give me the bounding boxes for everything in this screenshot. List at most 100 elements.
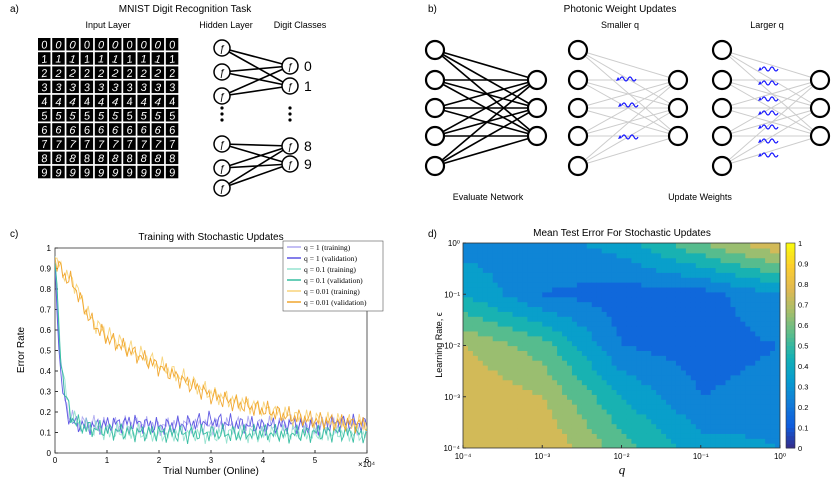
colorbar-tick-label: 0.6	[798, 321, 808, 330]
heatmap-cell	[497, 369, 504, 376]
heatmap-cell	[725, 423, 732, 430]
heatmap-cell	[675, 330, 682, 337]
heatmap-cell	[576, 418, 583, 425]
neuron-glyph: ƒ	[219, 44, 225, 55]
heatmap-cell	[567, 360, 573, 366]
heatmap-cell	[700, 394, 707, 400]
connection-line	[221, 145, 291, 169]
heatmap-cell	[547, 247, 553, 254]
heatmap-cell	[601, 262, 608, 268]
heatmap-cell	[547, 291, 553, 298]
heatmap-cell	[621, 282, 628, 288]
heatmap-cell	[517, 355, 524, 361]
heatmap-cell	[695, 282, 702, 288]
heatmap-cell	[502, 311, 509, 317]
heatmap-cell	[532, 379, 538, 386]
heatmap-cell	[621, 399, 628, 405]
panel-a: a) MNIST Digit Recognition Task Input La…	[10, 4, 327, 197]
heatmap-cell	[666, 311, 672, 317]
heatmap-cell	[527, 301, 533, 308]
heatmap-cell	[502, 335, 509, 342]
heatmap-cell	[646, 282, 652, 288]
heatmap-cell	[626, 360, 632, 366]
heatmap-cell	[502, 408, 509, 415]
heatmap-cell	[680, 350, 687, 356]
heatmap-cell	[626, 252, 632, 259]
heatmap-cell	[507, 262, 514, 268]
heatmap-cell	[581, 438, 588, 444]
heatmap-cell	[690, 316, 697, 322]
heatmap-cell	[631, 262, 637, 268]
digit-image	[109, 123, 122, 136]
heatmap-cell	[571, 296, 578, 303]
digit-glyph: 8	[154, 153, 163, 166]
heatmap-cell	[631, 272, 637, 278]
heatmap-cell	[557, 247, 563, 254]
heatmap-cell	[760, 277, 766, 283]
heatmap-cell	[695, 247, 702, 254]
heatmap-cell	[581, 252, 588, 259]
heatmap-cell	[715, 418, 722, 425]
heatmap-cell	[755, 252, 761, 259]
heatmap-cell	[576, 438, 583, 444]
heatmap-cell	[586, 413, 593, 420]
heatmap-cell	[705, 272, 712, 278]
photon-arrowhead	[758, 97, 762, 101]
heatmap-cell	[775, 399, 780, 405]
heatmap-cell	[690, 282, 697, 288]
heatmap-cell	[467, 325, 474, 332]
heatmap-cell	[616, 345, 623, 351]
heatmap-cell	[636, 311, 642, 317]
heatmap-cell	[532, 301, 538, 308]
heatmap-cell	[611, 360, 618, 366]
heatmap-cell	[527, 277, 533, 283]
colorbar-segment	[786, 394, 795, 400]
heatmap-cell	[720, 296, 727, 303]
heatmap-cell	[542, 413, 548, 420]
heatmap-cell	[497, 413, 504, 420]
heatmap-cell	[705, 428, 712, 434]
heatmap-cell	[626, 277, 632, 283]
heatmap-cell	[750, 252, 756, 259]
heatmap-cell	[586, 306, 593, 312]
heatmap-cell	[651, 325, 657, 332]
heatmap-cell	[611, 428, 618, 434]
heatmap-cell	[557, 272, 563, 278]
heatmap-cell	[680, 360, 687, 366]
heatmap-cell	[651, 389, 657, 395]
heatmap-cell	[606, 379, 613, 386]
heatmap-cell	[710, 389, 717, 395]
heatmap-cell	[522, 369, 528, 376]
heatmap-cell	[710, 286, 717, 293]
heatmap-cell	[636, 418, 642, 425]
heatmap-cell	[596, 325, 603, 332]
heatmap-cell	[591, 291, 598, 298]
heatmap-cell	[680, 247, 687, 254]
heatmap-cell	[527, 404, 533, 410]
heatmap-cell	[715, 423, 722, 430]
heatmap-cell	[765, 418, 771, 425]
heatmap-cell	[487, 428, 494, 434]
heatmap-cell	[760, 243, 766, 249]
heatmap-cell	[690, 335, 697, 342]
photon-arrowhead	[758, 153, 762, 157]
heatmap-cell	[656, 247, 662, 254]
heatmap-cell	[616, 325, 623, 332]
output-neuron	[526, 97, 548, 119]
digit-glyph: 2	[125, 68, 134, 81]
heatmap-cell	[671, 350, 677, 356]
heatmap-cell	[765, 384, 771, 391]
heatmap-cell	[472, 389, 479, 395]
heatmap-cell	[695, 355, 702, 361]
heatmap-cell	[730, 384, 737, 391]
heatmap-cell	[596, 316, 603, 322]
heatmap-cell	[631, 335, 637, 342]
heatmap-cell	[596, 413, 603, 420]
heatmap-cell	[567, 399, 573, 405]
heatmap-cell	[646, 306, 652, 312]
heatmap-cell	[477, 404, 484, 410]
heatmap-cell	[710, 340, 717, 347]
heatmap-cell	[527, 374, 533, 381]
digit-classes-label: Digit Classes	[274, 20, 327, 30]
heatmap-cell	[581, 365, 588, 371]
